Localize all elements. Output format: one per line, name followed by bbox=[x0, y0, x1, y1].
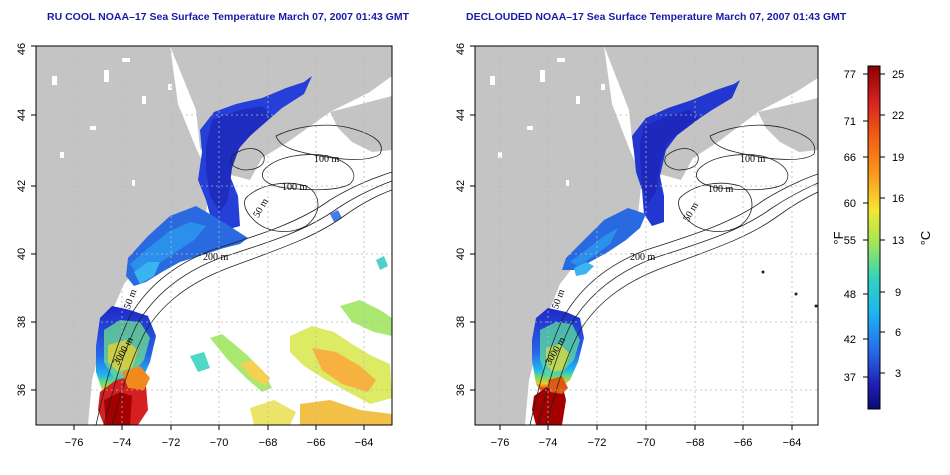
right-y-tick-44: 44 bbox=[455, 109, 467, 121]
left-lakes bbox=[52, 58, 172, 186]
cb-f-tick-60: 60 bbox=[844, 198, 856, 210]
cb-f-tick-37: 37 bbox=[844, 372, 856, 384]
cb-c-tick-16: 16 bbox=[892, 193, 904, 205]
left-y-tick-42: 42 bbox=[16, 180, 28, 192]
left-y-tick-38: 38 bbox=[16, 316, 28, 328]
left-x-tick-labels: −76 −74 −72 −70 −68 −66 −64 bbox=[65, 437, 374, 449]
left-x-tick-76: −76 bbox=[65, 437, 84, 449]
cb-f-tick-42: 42 bbox=[844, 334, 856, 346]
left-x-tick-74: −74 bbox=[113, 437, 132, 449]
right-map-title: DECLOUDED NOAA–17 Sea Surface Temperatur… bbox=[466, 11, 847, 23]
right-y-tick-38: 38 bbox=[455, 316, 467, 328]
right-lakes bbox=[490, 58, 605, 186]
right-axis-ticks bbox=[470, 45, 793, 430]
right-bathymetry-contours bbox=[529, 124, 818, 425]
left-y-tick-labels: 36 38 40 42 44 46 bbox=[16, 43, 28, 396]
cb-c-tick-25: 25 bbox=[892, 69, 904, 81]
left-axis-ticks bbox=[31, 45, 365, 430]
cb-f-tick-55: 55 bbox=[844, 235, 856, 247]
right-contour-label-100m-a: 100 m bbox=[740, 154, 766, 165]
right-x-tick-68: −68 bbox=[686, 437, 705, 449]
right-y-tick-46: 46 bbox=[455, 43, 467, 55]
left-map-panel: 100 m 100 m 50 m 200 m 50 m 3000 m −76 −… bbox=[16, 43, 393, 449]
right-contour-label-200m: 200 m bbox=[630, 252, 656, 263]
right-map-panel: 100 m 100 m 50 m 200 m 50 m 3000 m −76 −… bbox=[455, 43, 819, 449]
colorbar-gradient bbox=[867, 65, 881, 410]
left-plot-frame bbox=[35, 45, 393, 426]
cb-f-tick-66: 66 bbox=[844, 152, 856, 164]
left-y-tick-40: 40 bbox=[16, 248, 28, 260]
cb-f-tick-48: 48 bbox=[844, 289, 856, 301]
right-x-tick-72: −72 bbox=[588, 437, 607, 449]
right-grid-lines bbox=[475, 46, 818, 425]
colorbar-celsius-labels: 25 22 19 16 13 9 6 3 bbox=[892, 69, 904, 380]
right-x-tick-70: −70 bbox=[637, 437, 656, 449]
right-contour-label-100m-b: 100 m bbox=[708, 184, 734, 195]
left-x-tick-70: −70 bbox=[210, 437, 229, 449]
left-contour-label-100m-b: 100 m bbox=[282, 182, 308, 193]
left-bathymetry-contours bbox=[95, 124, 392, 425]
cb-f-tick-77: 77 bbox=[844, 69, 856, 81]
cb-c-tick-9: 9 bbox=[895, 287, 901, 299]
left-map-title: RU COOL NOAA–17 Sea Surface Temperature … bbox=[47, 11, 410, 23]
right-y-tick-42: 42 bbox=[455, 180, 467, 192]
cb-c-tick-22: 22 bbox=[892, 110, 904, 122]
right-x-tick-66: −66 bbox=[734, 437, 753, 449]
cb-c-tick-19: 19 bbox=[892, 152, 904, 164]
right-land-mass bbox=[475, 46, 818, 425]
colorbar-celsius-unit: °C bbox=[918, 231, 933, 246]
left-x-tick-72: −72 bbox=[162, 437, 181, 449]
left-x-tick-68: −68 bbox=[259, 437, 278, 449]
right-y-tick-labels: 36 38 40 42 44 46 bbox=[455, 43, 467, 396]
right-x-tick-76: −76 bbox=[491, 437, 510, 449]
right-y-tick-36: 36 bbox=[455, 384, 467, 396]
left-grid-lines bbox=[36, 46, 392, 425]
colorbar-fahrenheit-labels: 77 71 66 60 55 48 42 37 bbox=[844, 69, 856, 384]
right-sst-data bbox=[532, 80, 818, 425]
left-y-tick-36: 36 bbox=[16, 384, 28, 396]
right-x-tick-74: −74 bbox=[539, 437, 558, 449]
left-sst-data bbox=[96, 76, 392, 425]
cb-c-tick-13: 13 bbox=[892, 235, 904, 247]
temperature-colorbar: 77 71 66 60 55 48 42 37 25 22 19 16 13 9… bbox=[831, 65, 933, 410]
colorbar-fahrenheit-unit: °F bbox=[831, 231, 846, 244]
left-y-tick-44: 44 bbox=[16, 109, 28, 121]
right-x-tick-labels: −76 −74 −72 −70 −68 −66 −64 bbox=[491, 437, 802, 449]
cb-f-tick-71: 71 bbox=[844, 116, 856, 128]
left-y-tick-46: 46 bbox=[16, 43, 28, 55]
right-y-tick-40: 40 bbox=[455, 248, 467, 260]
left-contour-label-100m-a: 100 m bbox=[314, 154, 340, 165]
right-x-tick-64: −64 bbox=[783, 437, 802, 449]
left-x-tick-64: −64 bbox=[355, 437, 374, 449]
left-contour-label-200m: 200 m bbox=[203, 252, 229, 263]
cb-c-tick-3: 3 bbox=[895, 368, 901, 380]
colorbar-ticks bbox=[863, 73, 885, 378]
cb-c-tick-6: 6 bbox=[895, 327, 901, 339]
left-x-tick-66: −66 bbox=[307, 437, 326, 449]
